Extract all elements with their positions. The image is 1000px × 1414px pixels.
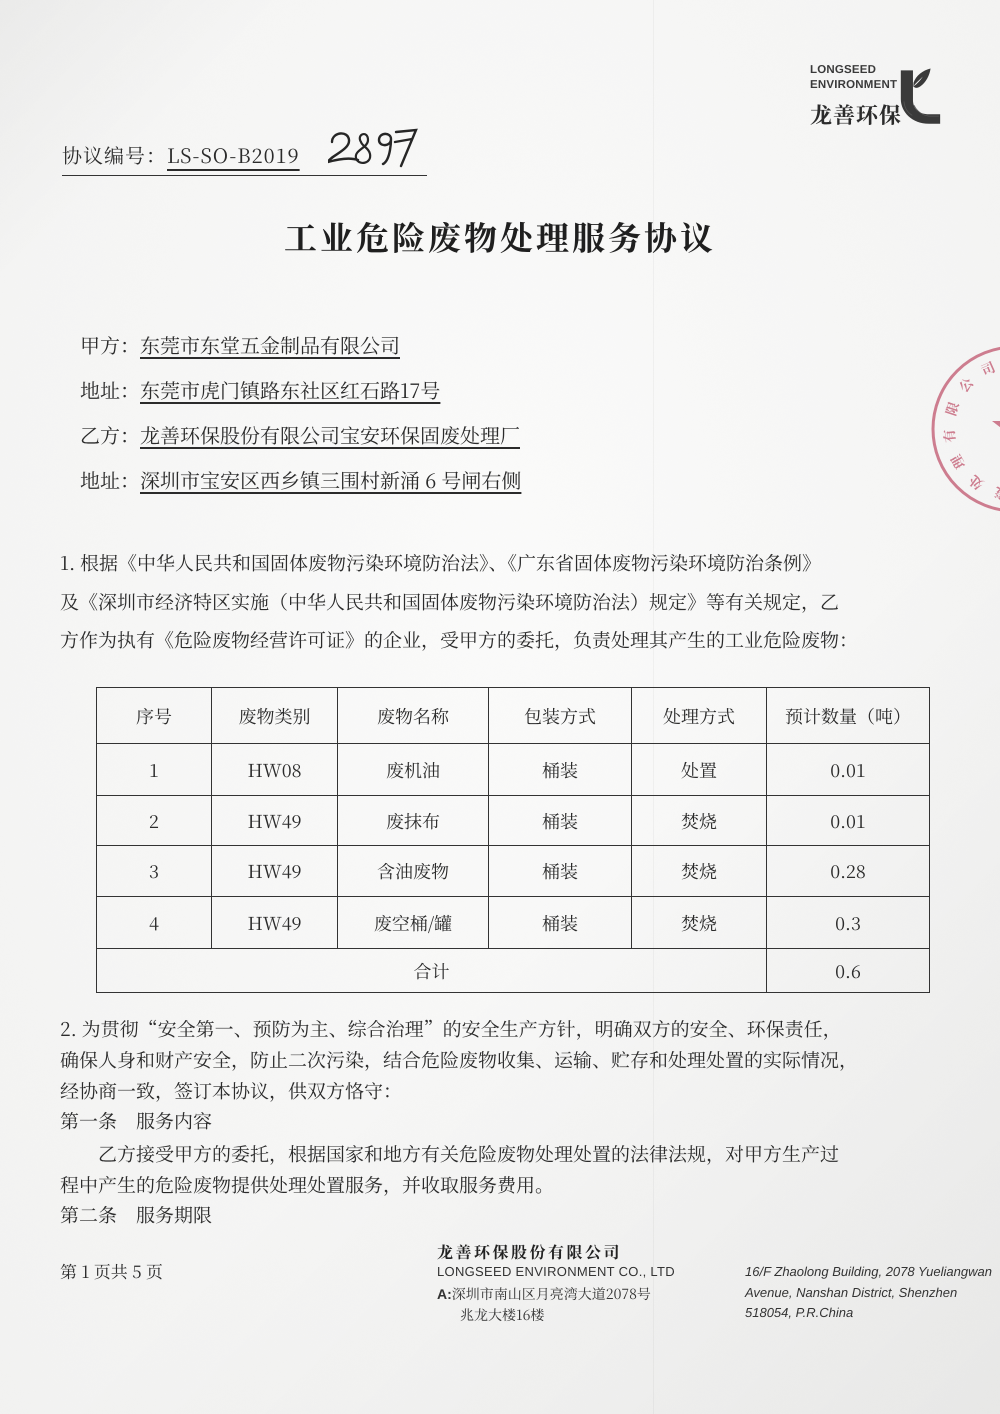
svg-text:司: 司 [977, 356, 997, 380]
svg-text:公: 公 [953, 372, 977, 396]
svg-text:理: 理 [945, 451, 969, 473]
svg-text:废: 废 [992, 483, 1000, 505]
svg-text:处: 处 [963, 470, 987, 495]
svg-text:有: 有 [938, 428, 959, 444]
svg-text:限: 限 [940, 398, 963, 417]
